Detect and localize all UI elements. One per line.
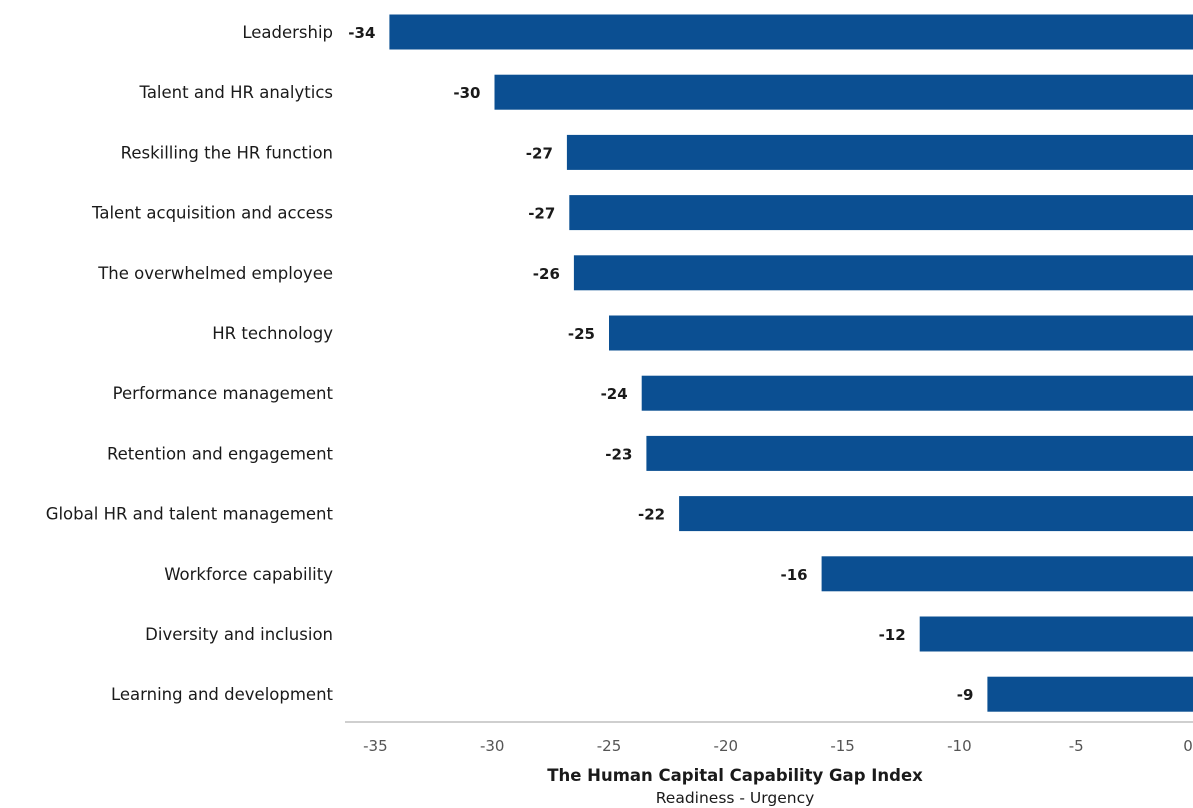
value-label: -25 bbox=[568, 325, 595, 343]
category-label: Workforce capability bbox=[164, 565, 333, 584]
bar-5 bbox=[609, 315, 1193, 351]
bar-2 bbox=[566, 134, 1193, 170]
x-tick-label: -30 bbox=[480, 737, 505, 755]
category-label: Retention and engagement bbox=[107, 444, 334, 463]
x-axis-title: The Human Capital Capability Gap Index bbox=[547, 766, 923, 785]
category-label: Reskilling the HR function bbox=[121, 143, 333, 162]
value-label: -26 bbox=[533, 265, 560, 283]
value-label: -23 bbox=[605, 445, 632, 463]
x-tick-label: -25 bbox=[597, 737, 622, 755]
bar-9 bbox=[821, 556, 1193, 592]
category-label: Talent and HR analytics bbox=[138, 83, 333, 102]
x-tick-label: 0 bbox=[1183, 737, 1193, 755]
x-tick-label: -5 bbox=[1069, 737, 1084, 755]
x-axis-subtitle: Readiness - Urgency bbox=[656, 789, 815, 807]
bar-11 bbox=[987, 676, 1193, 712]
bar-1 bbox=[494, 74, 1193, 110]
x-tick-label: -15 bbox=[830, 737, 855, 755]
value-label: -34 bbox=[348, 24, 375, 42]
category-label: The overwhelmed employee bbox=[97, 264, 333, 283]
category-labels: Leadership Talent and HR analytics Reskill… bbox=[46, 23, 334, 704]
category-label: HR technology bbox=[212, 324, 333, 343]
value-label: -16 bbox=[780, 566, 807, 584]
x-tick-label: -10 bbox=[947, 737, 972, 755]
value-label: -24 bbox=[601, 385, 628, 403]
bar-8 bbox=[679, 496, 1193, 532]
x-tick-label: -35 bbox=[363, 737, 388, 755]
category-label: Leadership bbox=[242, 23, 333, 42]
x-axis-ticks: -35 -30 -25 -20 -15 -10 -5 0 bbox=[363, 737, 1193, 755]
bar-6 bbox=[641, 375, 1193, 411]
value-labels: -34 -30 -27 -27 -26 -25 -24 -23 -22 -16 -12 -9 bbox=[348, 24, 973, 704]
category-label: Global HR and talent management bbox=[46, 505, 334, 524]
value-label: -9 bbox=[957, 686, 974, 704]
value-label: -27 bbox=[528, 205, 555, 223]
bars-group bbox=[389, 14, 1193, 712]
value-label: -30 bbox=[453, 84, 480, 102]
bar-7 bbox=[646, 435, 1193, 471]
bar-4 bbox=[573, 255, 1193, 291]
category-label: Talent acquisition and access bbox=[91, 204, 333, 223]
bar-0 bbox=[389, 14, 1193, 50]
category-label: Performance management bbox=[113, 384, 334, 403]
value-label: -22 bbox=[638, 506, 665, 524]
x-tick-label: -20 bbox=[714, 737, 739, 755]
category-label: Learning and development bbox=[111, 685, 334, 704]
value-label: -27 bbox=[526, 144, 553, 162]
bar-10 bbox=[919, 616, 1193, 652]
bar-3 bbox=[569, 195, 1193, 231]
value-label: -12 bbox=[879, 626, 906, 644]
category-label: Diversity and inclusion bbox=[145, 625, 333, 644]
